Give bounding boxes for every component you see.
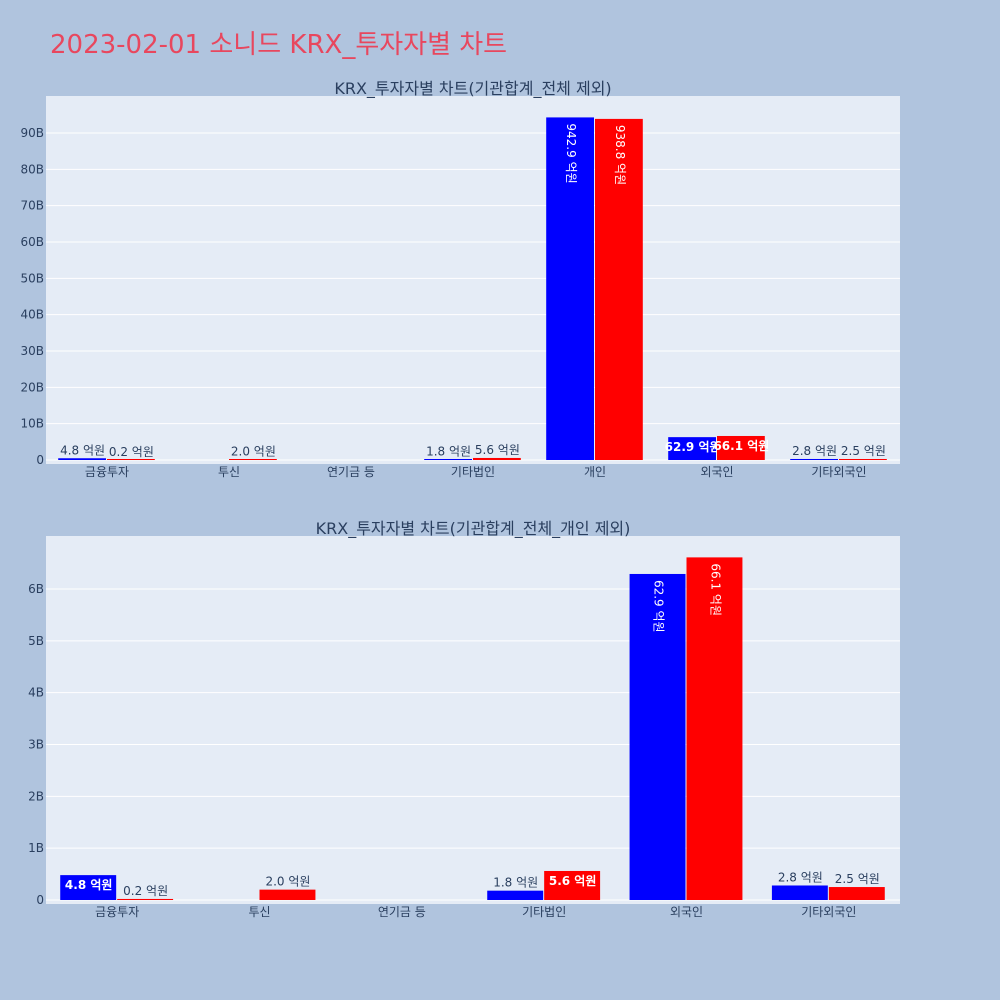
y-tick-label: 50B xyxy=(20,271,44,285)
bar-value-label: 62.9 억원 xyxy=(652,580,666,633)
y-tick-label: 0 xyxy=(36,893,44,907)
y-tick-label: 30B xyxy=(20,344,44,358)
y-tick-label: 1B xyxy=(28,841,44,855)
y-tick-label: 90B xyxy=(20,126,44,140)
bar xyxy=(717,435,765,460)
bar-value-label: 66.1 억원 xyxy=(708,563,722,616)
bar xyxy=(473,457,521,460)
bar-value-label: 0.2 억원 xyxy=(109,445,154,459)
y-tick-label: 6B xyxy=(28,582,44,596)
bar xyxy=(107,459,155,460)
y-tick-label: 4B xyxy=(28,686,44,700)
page-title: 2023-02-01 소니드 KRX_투자자별 차트 xyxy=(50,30,508,60)
x-tick-label: 연기금 등 xyxy=(378,905,426,919)
bar-value-label: 938.8 억원 xyxy=(613,125,627,185)
y-tick-label: 20B xyxy=(20,380,44,394)
bar-value-label: 4.8 억원 xyxy=(60,443,105,457)
x-tick-label: 금융투자 xyxy=(85,465,129,479)
bar xyxy=(668,437,716,460)
bar-value-label: 1.8 억원 xyxy=(493,876,538,890)
bar xyxy=(546,117,594,461)
bar-value-label: 2.5 억원 xyxy=(835,872,880,886)
x-tick-label: 개인 xyxy=(584,465,606,479)
x-tick-label: 투신 xyxy=(218,465,240,479)
bar-value-label: 5.6 억원 xyxy=(475,443,520,457)
x-tick-label: 기타법인 xyxy=(451,465,495,479)
y-tick-label: 60B xyxy=(20,235,44,249)
bar xyxy=(839,459,887,460)
bar xyxy=(828,887,885,900)
y-tick-label: 40B xyxy=(20,308,44,322)
x-tick-label: 금융투자 xyxy=(95,905,139,919)
chart-title: KRX_투자자별 차트(기관합계_전체_개인 제외) xyxy=(316,519,631,539)
bar xyxy=(60,875,117,900)
bar xyxy=(229,459,277,460)
plot-area xyxy=(46,96,900,464)
x-tick-label: 연기금 등 xyxy=(327,465,375,479)
bar xyxy=(58,458,106,460)
bar-value-label: 66.1 억원 xyxy=(713,439,769,453)
y-tick-label: 80B xyxy=(20,162,44,176)
y-tick-label: 0 xyxy=(36,453,44,467)
bar xyxy=(595,118,643,461)
plot-area xyxy=(46,536,900,904)
bar-value-label: 1.8 억원 xyxy=(426,444,471,458)
x-tick-label: 외국인 xyxy=(700,465,733,479)
x-tick-label: 기타외국인 xyxy=(811,465,866,479)
bar-value-label: 5.6 억원 xyxy=(549,874,597,888)
bar xyxy=(487,890,544,900)
bar xyxy=(771,885,828,900)
bar-value-label: 942.9 억원 xyxy=(564,123,578,183)
bar-value-label: 2.5 억원 xyxy=(841,444,886,458)
x-tick-label: 기타외국인 xyxy=(801,905,856,919)
bar-value-label: 2.0 억원 xyxy=(265,875,310,889)
bar-value-label: 4.8 억원 xyxy=(65,878,113,892)
bar xyxy=(424,459,472,460)
bar-value-label: 2.8 억원 xyxy=(778,870,823,884)
investor-chart-all: KRX_투자자별 차트(기관합계_전체 제외) 0 10B 20B 30B 40B 50B 6… xyxy=(20,79,900,479)
bar-value-label: 0.2 억원 xyxy=(123,884,168,898)
x-tick-label: 기타법인 xyxy=(522,905,566,919)
x-tick-label: 투신 xyxy=(248,905,270,919)
bar xyxy=(790,458,838,460)
bar-value-label: 62.9 억원 xyxy=(665,440,721,454)
chart-title: KRX_투자자별 차트(기관합계_전체 제외) xyxy=(334,79,611,99)
bar xyxy=(117,898,174,900)
y-tick-label: 10B xyxy=(20,417,44,431)
y-tick-label: 2B xyxy=(28,789,44,803)
y-tick-label: 3B xyxy=(28,738,44,752)
x-tick-label: 외국인 xyxy=(670,905,703,919)
y-tick-label: 5B xyxy=(28,634,44,648)
y-tick-label: 70B xyxy=(20,199,44,213)
bar xyxy=(686,557,743,900)
bar-value-label: 2.0 억원 xyxy=(231,444,276,458)
bar xyxy=(259,889,316,900)
investor-chart-excl-individual: KRX_투자자별 차트(기관합계_전체_개인 제외) 0 1B 2B 3B 4B 5B 6B 금… xyxy=(28,519,900,919)
bar xyxy=(629,573,686,900)
bar-value-label: 2.8 억원 xyxy=(792,444,837,458)
bar xyxy=(544,870,601,900)
